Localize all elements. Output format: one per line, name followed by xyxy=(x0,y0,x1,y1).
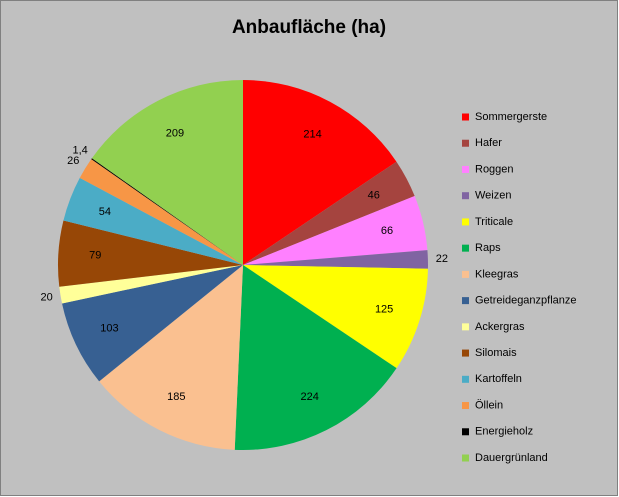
legend-label: Getreideganzpflanze xyxy=(475,295,577,307)
pie-slice xyxy=(62,265,244,382)
legend-swatch xyxy=(462,428,469,436)
data-label: 54 xyxy=(99,206,111,218)
legend-label: Energieholz xyxy=(475,426,533,438)
legend-swatch xyxy=(462,139,469,147)
pie-slice xyxy=(79,159,244,265)
data-label: 1,4 xyxy=(72,145,87,157)
pie-slice xyxy=(91,158,243,265)
legend-swatch xyxy=(462,402,469,410)
pie-slice xyxy=(57,220,243,287)
data-label: 79 xyxy=(89,250,101,262)
legend-swatch xyxy=(462,192,469,200)
pie-slice xyxy=(243,265,428,369)
pie-slice xyxy=(59,265,243,304)
data-label: 103 xyxy=(100,323,118,335)
pie-slice xyxy=(243,250,428,269)
pie-slice xyxy=(91,80,243,265)
data-label: 209 xyxy=(166,127,184,139)
legend-label: Dauergrünland xyxy=(475,452,548,464)
legend-swatch xyxy=(462,244,469,252)
legend-label: Öllein xyxy=(475,399,503,411)
data-label: 66 xyxy=(381,225,393,237)
legend-swatch xyxy=(462,297,469,305)
legend-label: Ackergras xyxy=(475,321,525,333)
legend-label: Sommergerste xyxy=(475,111,547,123)
legend-label: Weizen xyxy=(475,190,511,202)
legend-label: Raps xyxy=(475,242,501,254)
legend-label: Silomais xyxy=(475,347,517,359)
data-label: 22 xyxy=(436,253,448,265)
legend-label: Hafer xyxy=(475,137,502,149)
legend-label: Triticale xyxy=(475,216,513,228)
legend-swatch xyxy=(462,113,469,121)
legend-label: Roggen xyxy=(475,163,514,175)
pie-slice xyxy=(243,196,428,265)
data-label: 125 xyxy=(375,303,393,315)
legend-swatch xyxy=(462,270,469,278)
data-label: 46 xyxy=(368,190,380,202)
pie-slice xyxy=(63,177,243,265)
legend-swatch xyxy=(462,323,469,331)
data-label: 214 xyxy=(303,128,321,140)
chart-title: Anbaufläche (ha) xyxy=(232,17,386,38)
legend-swatch xyxy=(462,375,469,383)
data-label: 26 xyxy=(67,155,79,167)
legend-swatch xyxy=(462,218,469,226)
data-label: 185 xyxy=(167,391,185,403)
pie-slice xyxy=(243,80,397,265)
data-label: 20 xyxy=(41,291,53,303)
legend-label: Kleegras xyxy=(475,268,519,280)
legend-swatch xyxy=(462,349,469,357)
pie-slice xyxy=(234,265,397,450)
data-label: 224 xyxy=(300,391,318,403)
legend-label: Kartoffeln xyxy=(475,373,522,385)
legend-swatch xyxy=(462,454,469,462)
pie-slice xyxy=(99,265,243,450)
legend-swatch xyxy=(462,165,469,173)
pie-slice xyxy=(243,161,415,265)
